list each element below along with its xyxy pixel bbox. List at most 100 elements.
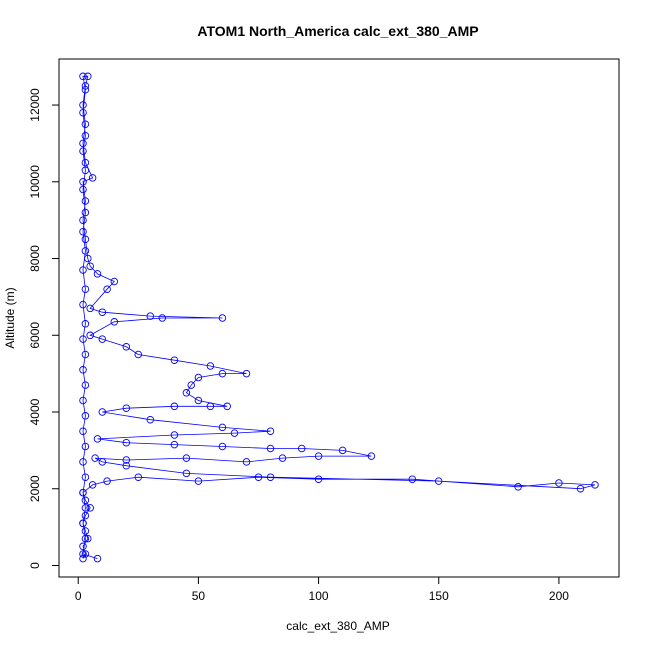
data-point <box>81 504 90 512</box>
data-point <box>79 72 87 81</box>
data-point <box>297 444 306 453</box>
data-point <box>122 461 131 470</box>
data-point <box>79 458 87 466</box>
data-point <box>206 402 215 411</box>
y-tick-label: 10000 <box>28 165 42 199</box>
data-point <box>81 235 90 244</box>
data-point <box>110 318 119 326</box>
data-point <box>158 314 167 322</box>
data-point <box>79 519 87 528</box>
data-point <box>86 304 94 313</box>
data-point <box>242 369 251 378</box>
data-point <box>146 312 155 320</box>
data-point <box>266 444 275 453</box>
data-point <box>79 335 87 343</box>
data-point <box>555 479 563 487</box>
data-point <box>110 277 119 286</box>
data-point <box>218 369 227 378</box>
data-point <box>79 101 87 109</box>
data-point <box>81 381 90 389</box>
x-tick-label: 200 <box>549 589 569 603</box>
data-point <box>81 120 90 128</box>
data-point <box>79 427 87 435</box>
data-point <box>314 475 323 483</box>
data-point <box>81 511 90 520</box>
data-point <box>81 158 90 167</box>
y-tick-label: 12000 <box>28 88 42 122</box>
data-point <box>122 438 131 447</box>
data-point <box>170 431 179 439</box>
data-point <box>122 343 131 351</box>
x-axis: 0 50 100 150 200 <box>75 576 569 603</box>
data-point <box>134 473 143 481</box>
data-point <box>84 254 92 263</box>
data-point <box>81 350 90 359</box>
data-point <box>84 534 92 543</box>
data-point <box>98 308 107 316</box>
x-tick-label: 150 <box>429 589 449 603</box>
data-point <box>230 429 239 437</box>
data-point <box>88 174 97 182</box>
data-point <box>79 550 87 558</box>
data-point <box>81 412 90 420</box>
data-point <box>81 166 90 175</box>
data-point <box>254 473 263 481</box>
data-point <box>98 335 107 343</box>
data-point <box>122 404 131 412</box>
data-point <box>194 396 203 405</box>
data-point <box>514 483 522 491</box>
data-point <box>93 270 102 278</box>
data-point <box>81 208 90 217</box>
y-tick-label: 4000 <box>28 398 42 425</box>
series-layer <box>79 72 599 563</box>
data-point <box>367 452 376 460</box>
data-point <box>79 227 87 236</box>
data-point <box>81 550 90 558</box>
data-point <box>170 356 179 364</box>
data-point <box>81 496 90 505</box>
y-tick-label: 2000 <box>28 475 42 502</box>
data-point <box>81 82 90 90</box>
data-point <box>103 477 111 485</box>
data-point <box>146 415 155 424</box>
data-point <box>81 473 90 481</box>
data-point <box>187 381 195 389</box>
data-point <box>81 527 90 535</box>
x-tick-label: 50 <box>192 589 206 603</box>
data-point <box>194 373 203 382</box>
data-point <box>81 285 90 293</box>
data-point <box>218 314 227 322</box>
x-axis-label: calc_ext_380_AMP <box>286 619 389 633</box>
data-point <box>182 389 191 397</box>
data-point <box>86 504 94 512</box>
data-point <box>79 266 87 274</box>
data-point <box>182 469 191 478</box>
data-point <box>84 72 92 81</box>
data-point <box>79 396 87 405</box>
data-point <box>79 488 87 497</box>
data-point <box>266 427 275 435</box>
data-point <box>79 108 87 117</box>
data-point <box>81 247 90 255</box>
data-point <box>434 477 443 485</box>
data-point <box>223 402 231 411</box>
series-line <box>82 75 596 559</box>
data-point <box>206 362 215 370</box>
data-point <box>182 454 191 462</box>
y-tick-label: 0 <box>28 562 42 569</box>
data-point <box>194 477 203 485</box>
y-tick-label: 8000 <box>28 245 42 272</box>
x-tick-label: 100 <box>309 589 329 603</box>
data-point <box>242 458 251 466</box>
data-point <box>86 262 94 270</box>
data-point <box>79 542 87 551</box>
data-point <box>122 456 131 464</box>
data-point <box>79 554 87 563</box>
data-point <box>314 452 323 460</box>
x-tick-label: 0 <box>75 589 82 603</box>
chart-title: ATOM1 North_America calc_ext_380_AMP <box>197 23 478 39</box>
data-point <box>79 139 87 148</box>
data-point <box>98 458 107 466</box>
data-point <box>278 454 287 462</box>
